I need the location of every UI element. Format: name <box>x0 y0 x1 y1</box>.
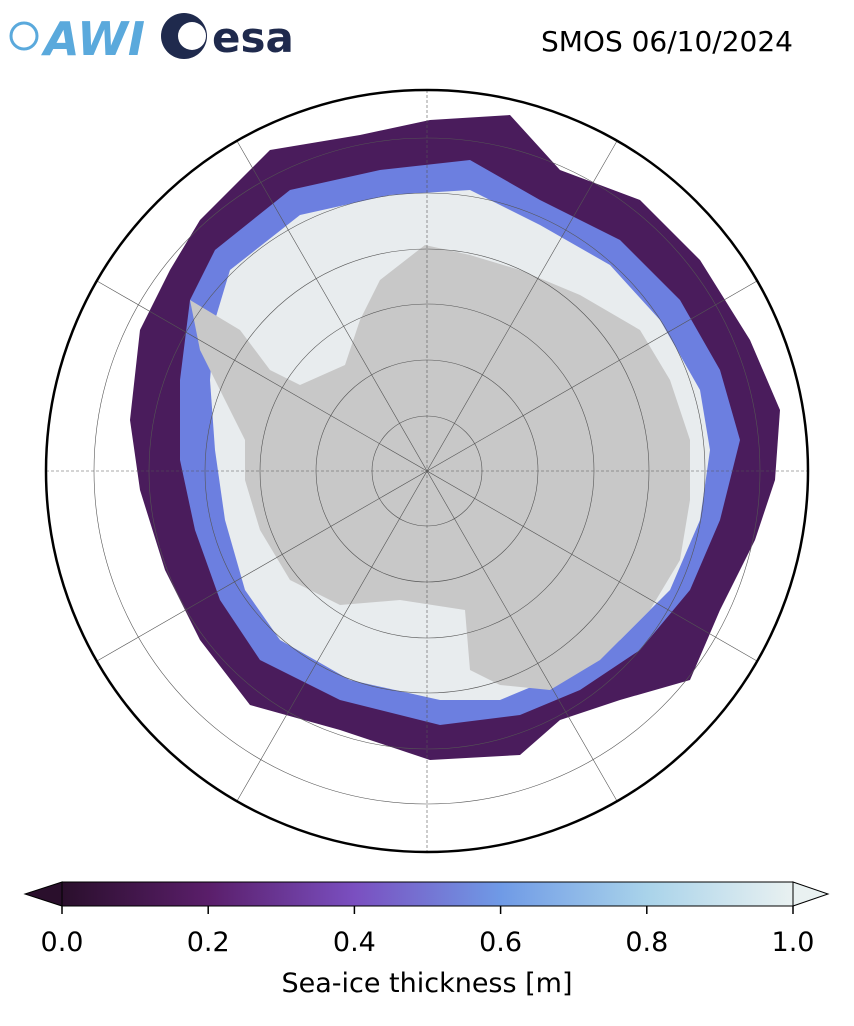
colorbar-bar <box>61 881 794 907</box>
tick-label: 0.0 <box>41 927 84 958</box>
colorbar-extend <box>792 881 830 907</box>
colorbar-extend <box>23 881 63 907</box>
awi-logo: AWI <box>9 12 145 66</box>
colorbar-label: Sea-ice thickness [m] <box>281 968 572 999</box>
tick-label: 0.6 <box>479 927 522 958</box>
colorbar: Sea-ice thickness [m] 0.0 0.2 0.4 0.6 0.8 1.0 <box>23 881 830 999</box>
logo-text: esa <box>212 13 294 62</box>
map <box>46 90 808 852</box>
tick-label: 0.4 <box>333 927 376 958</box>
tick-label: 0.2 <box>187 927 230 958</box>
logo-text: AWI <box>41 12 145 66</box>
title: SMOS 06/10/2024 <box>541 25 793 58</box>
map-border <box>44 88 810 854</box>
tick-label: 0.8 <box>625 927 668 958</box>
tick-label: 1.0 <box>772 927 815 958</box>
esa-logo: esa <box>161 13 294 62</box>
graticule <box>46 90 808 852</box>
